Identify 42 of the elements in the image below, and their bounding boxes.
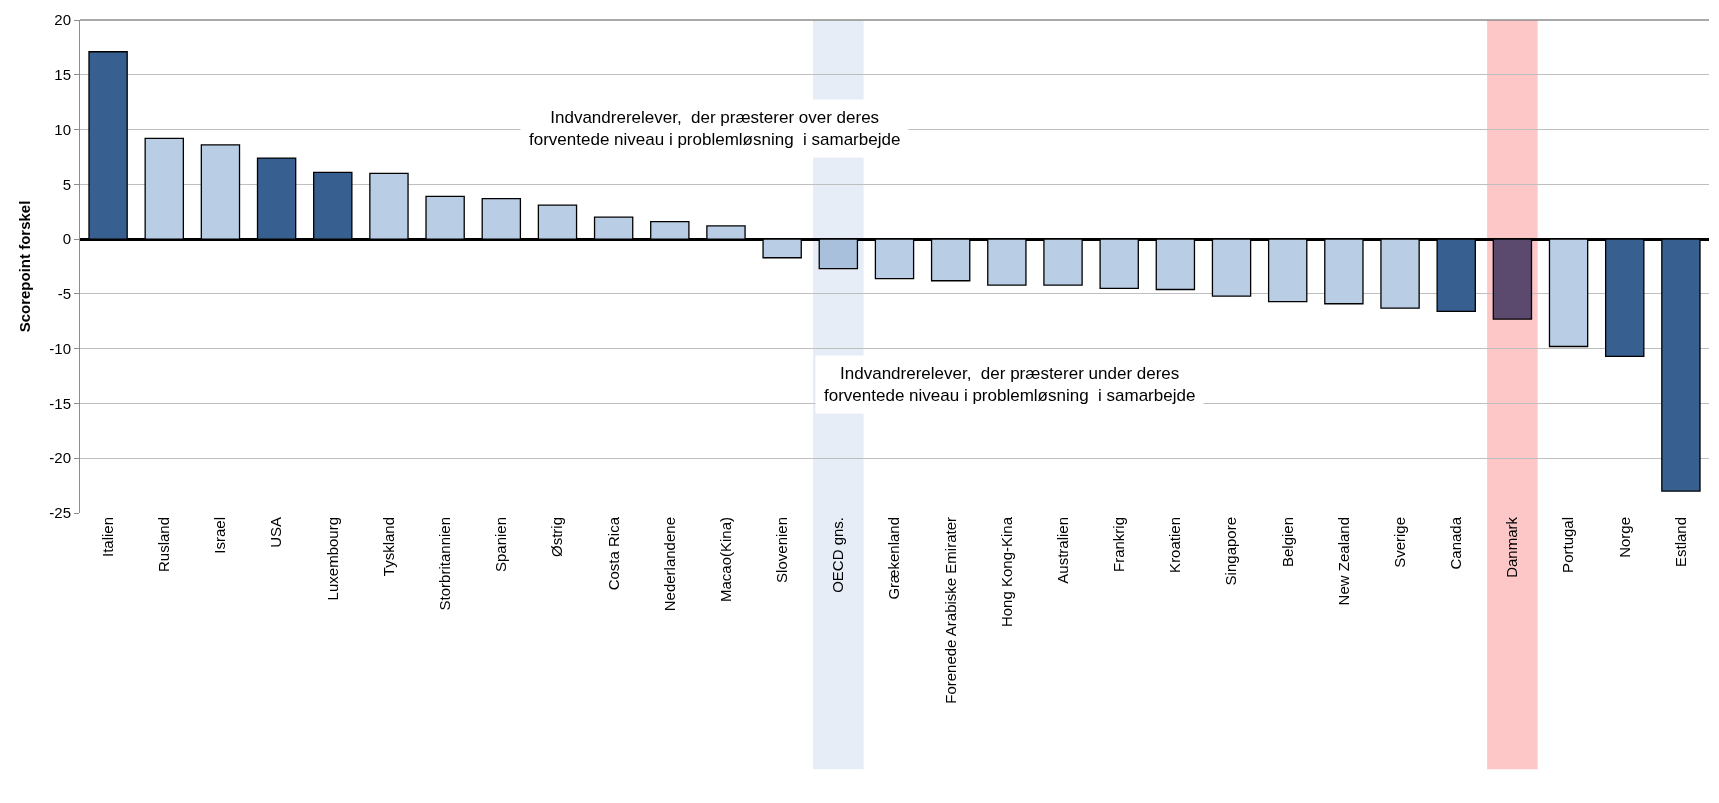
- x-tick-label: Belgien: [1278, 517, 1296, 568]
- x-tick-label: Nederlandene: [660, 517, 678, 612]
- y-axis-title: Scorepoint forskel: [15, 200, 33, 333]
- x-tick-label: USA: [267, 517, 285, 548]
- y-tick-label: -20: [49, 449, 71, 467]
- x-tick-label: Rusland: [155, 517, 173, 573]
- x-tick-label: Østrig: [548, 517, 566, 558]
- x-tick-label: Spanien: [492, 517, 510, 573]
- annotation: Indvandrerelever, der præsterer under deres forventede niveau i problemløsning i samarbejde: [824, 364, 1196, 406]
- y-tick-label: 10: [54, 120, 71, 138]
- y-tick-label: -15: [49, 394, 71, 412]
- x-tick-label: Danmark: [1503, 516, 1521, 578]
- x-tick-label: Portugal: [1559, 517, 1577, 573]
- x-tick-label: Norge: [1615, 517, 1633, 558]
- y-tick-label: 5: [62, 175, 71, 193]
- y-tick-label: 20: [54, 11, 71, 29]
- x-tick-label: Grækenland: [885, 517, 903, 600]
- x-tick-label: Australien: [1053, 517, 1071, 584]
- annotation: Indvandrerelever, der præsterer over deres forventede niveau i problemløsning i samarbejde: [529, 108, 901, 150]
- x-tick-label: Singapore: [1222, 517, 1240, 586]
- x-tick-label: Forenede Arabiske Emirater: [941, 517, 959, 704]
- x-tick-label: Tyskland: [379, 517, 397, 577]
- x-tick-label: Luxembourg: [323, 517, 341, 601]
- y-tick-label: -10: [49, 339, 71, 357]
- x-tick-label: OECD gns.: [829, 517, 847, 593]
- x-tick-label: Canada: [1447, 516, 1465, 570]
- y-tick-label: 0: [62, 230, 71, 248]
- x-tick-label: New Zealand: [1334, 517, 1352, 606]
- x-tick-label: Estland: [1671, 517, 1689, 568]
- x-tick-label: Italien: [98, 517, 116, 558]
- x-tick-label: Kroatien: [1166, 517, 1184, 573]
- x-tick-label: Storbritannien: [435, 517, 453, 611]
- x-tick-label: Israel: [211, 517, 229, 554]
- x-tick-label: Frankrig: [1110, 517, 1128, 573]
- y-tick-label: 15: [54, 66, 71, 84]
- x-tick-label: Slovenien: [773, 517, 791, 583]
- y-tick-label: -5: [57, 285, 71, 303]
- x-tick-label: Macao(Kina): [716, 517, 734, 603]
- y-tick-label: -25: [49, 504, 71, 522]
- x-tick-label: Sverige: [1390, 517, 1408, 568]
- x-tick-label: Hong Kong-Kina: [997, 516, 1015, 628]
- x-tick-label: Costa Rica: [604, 516, 622, 591]
